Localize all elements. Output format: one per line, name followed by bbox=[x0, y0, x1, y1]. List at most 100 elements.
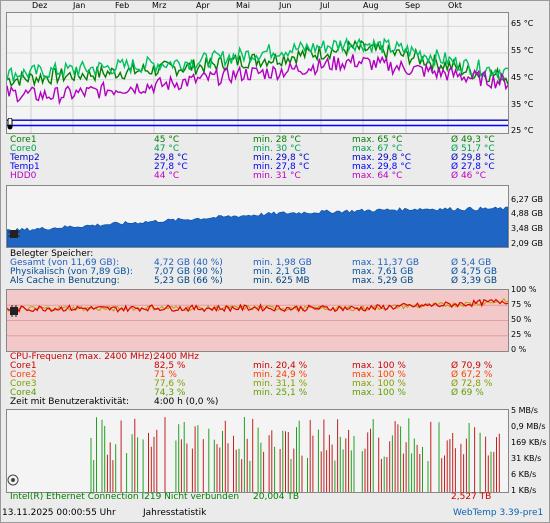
month-label: Feb bbox=[115, 1, 130, 10]
cpu-value: 82,5 % bbox=[154, 361, 186, 371]
month-label: Jun bbox=[279, 1, 292, 10]
timestamp: 13.11.2025 00:00:55 Uhr bbox=[2, 508, 116, 518]
sensor-max: max. 65 °C bbox=[352, 135, 403, 145]
cpu-name: Core2 bbox=[10, 370, 37, 380]
memory-title: Belegter Speicher: bbox=[10, 249, 94, 259]
month-label: Okt bbox=[448, 1, 463, 10]
sensor-name: Core1 bbox=[10, 135, 37, 145]
sensor-avg: Ø 51,7 °C bbox=[451, 144, 495, 154]
cpu-series-core3 bbox=[7, 298, 508, 313]
temp-series-core1 bbox=[7, 39, 508, 88]
cpu-max: max. 100 % bbox=[352, 388, 406, 398]
cpu-title: CPU-Frequenz (max. 2400 MHz): bbox=[10, 352, 156, 362]
cpu-avg: Ø 72,8 % bbox=[451, 379, 493, 389]
mem-axis-label: 6,27 GB bbox=[511, 195, 544, 204]
cpu-name: Core3 bbox=[10, 379, 37, 389]
month-header: Dez Jan Feb Mrz Apr Mai Jun Jul Aug Sep … bbox=[0, 1, 550, 11]
cpu-avg: Ø 70,9 % bbox=[451, 361, 493, 371]
net-axis-label: 5 MB/s bbox=[511, 406, 538, 415]
activity-label: Zeit mit Benutzeraktivität: bbox=[10, 397, 130, 407]
memory-chart-svg bbox=[7, 205, 508, 247]
cpu-chart bbox=[6, 289, 509, 352]
cpu-avg: Ø 67,2 % bbox=[451, 370, 493, 380]
temperature-chart bbox=[6, 12, 509, 134]
network-sent: 20,004 TB bbox=[253, 492, 300, 502]
network-chart bbox=[6, 409, 509, 493]
temp-axis-label: 65 °C bbox=[511, 19, 534, 28]
cpu-axis-label: 50 % bbox=[511, 315, 532, 324]
sensor-max: max. 67 °C bbox=[352, 144, 403, 154]
temp-axis-label: 25 °C bbox=[511, 126, 534, 135]
mem-min: min. 1,98 GB bbox=[253, 258, 312, 268]
cpu-max: max. 100 % bbox=[352, 361, 406, 371]
memory-area bbox=[7, 206, 508, 247]
sensor-min: min. 28 °C bbox=[253, 135, 301, 145]
net-axis-label: 0,9 MB/s bbox=[511, 422, 546, 431]
temp-series-core0 bbox=[7, 36, 508, 82]
network-icon bbox=[7, 474, 19, 486]
cpu-axis-label: 100 % bbox=[511, 285, 537, 294]
cpu-axis-label: 25 % bbox=[511, 330, 532, 339]
net-axis-label: 31 KB/s bbox=[511, 454, 542, 463]
sensor-max: max. 29,8 °C bbox=[352, 153, 412, 163]
cpu-axis-label: 0 % bbox=[511, 345, 527, 354]
sensor-min: min. 31 °C bbox=[253, 171, 301, 181]
sensor-min: min. 27,8 °C bbox=[253, 162, 310, 172]
network-received: 2,527 TB bbox=[451, 492, 492, 502]
sensor-value: 44 °C bbox=[154, 171, 180, 181]
cpu-name: Core1 bbox=[10, 361, 37, 371]
mem-max: max. 5,29 GB bbox=[352, 276, 414, 286]
cpu-title-value: 2400 MHz bbox=[154, 352, 200, 362]
mem-axis-label: 4,88 GB bbox=[511, 209, 544, 218]
cpu-min: min. 25,1 % bbox=[253, 388, 308, 398]
temp-series-hdd0 bbox=[7, 54, 508, 106]
memory-chip-icon bbox=[8, 228, 20, 240]
sensor-max: max. 29,8 °C bbox=[352, 162, 412, 172]
month-label: Jan bbox=[73, 1, 86, 10]
sensor-value: 27,8 °C bbox=[154, 162, 188, 172]
cpu-max: max. 100 % bbox=[352, 370, 406, 380]
mem-max: max. 7,61 GB bbox=[352, 267, 414, 277]
mem-name: Physikalisch (von 7,89 GB): bbox=[10, 267, 133, 277]
mem-value: 7,07 GB (90 %) bbox=[154, 267, 223, 277]
sensor-name: Temp1 bbox=[10, 162, 40, 172]
sensor-name: Temp2 bbox=[10, 153, 40, 163]
sensor-value: 47 °C bbox=[154, 144, 180, 154]
cpu-max: max. 100 % bbox=[352, 379, 406, 389]
temp-axis-label: 45 °C bbox=[511, 73, 534, 82]
cpu-avg: Ø 69 % bbox=[451, 388, 484, 398]
mem-avg: Ø 4,75 GB bbox=[451, 267, 497, 277]
cpu-value: 74,3 % bbox=[154, 388, 186, 398]
sensor-name: HDD0 bbox=[10, 171, 37, 181]
mem-axis-label: 2,09 GB bbox=[511, 239, 544, 248]
mem-value: 5,23 GB (66 %) bbox=[154, 276, 223, 286]
thermometer-icon bbox=[5, 117, 15, 130]
temp-axis-label: 35 °C bbox=[511, 100, 534, 109]
net-axis-label: 1 KB/s bbox=[511, 486, 537, 495]
month-label: Mrz bbox=[152, 1, 167, 10]
mem-value: 4,72 GB (40 %) bbox=[154, 258, 223, 268]
month-label: Aug bbox=[363, 1, 379, 10]
month-label: Dez bbox=[32, 1, 48, 10]
cpu-value: 71 % bbox=[154, 370, 177, 380]
network-chart-svg bbox=[90, 417, 500, 492]
mem-axis-label: 3,48 GB bbox=[511, 224, 544, 233]
month-label: Jul bbox=[320, 1, 330, 10]
temperature-chart-svg bbox=[7, 13, 508, 133]
status-footer: 13.11.2025 00:00:55 Uhr Jahresstatistik … bbox=[0, 506, 550, 523]
month-label: Apr bbox=[196, 1, 210, 10]
cpu-chip-icon bbox=[8, 305, 20, 317]
mem-max: max. 11,37 GB bbox=[352, 258, 420, 268]
network-adapter-label: Intel(R) Ethernet Connection I219 Nicht … bbox=[10, 492, 240, 502]
mem-name: Gesamt (von 11,69 GB): bbox=[10, 258, 120, 268]
cpu-name: Core4 bbox=[10, 388, 37, 398]
sensor-min: min. 30 °C bbox=[253, 144, 301, 154]
mem-min: min. 625 MB bbox=[253, 276, 310, 286]
sensor-min: min. 29,8 °C bbox=[253, 153, 310, 163]
net-axis-label: 169 KB/s bbox=[511, 438, 547, 447]
net-axis-label: 6 KB/s bbox=[511, 470, 537, 479]
mem-min: min. 2,1 GB bbox=[253, 267, 307, 277]
sensor-avg: Ø 29,8 °C bbox=[451, 153, 495, 163]
cpu-axis-label: 75 % bbox=[511, 300, 532, 309]
sensor-avg: Ø 46 °C bbox=[451, 171, 487, 181]
